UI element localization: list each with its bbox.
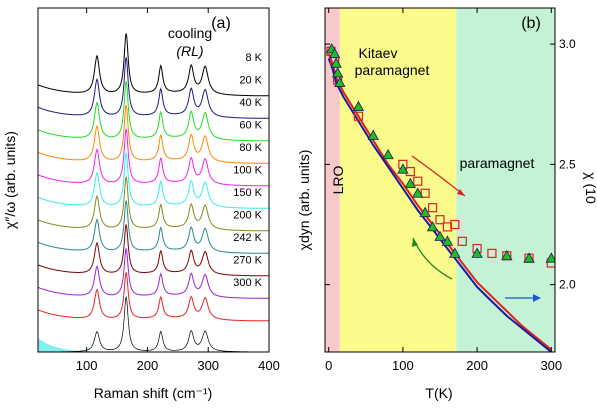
data-point-triangle <box>334 76 346 87</box>
panel-b-ylabel-right: χ (10 <box>583 172 597 204</box>
region-label-lro: LRO <box>330 166 346 195</box>
spectrum-line <box>38 176 269 232</box>
susceptibility-line <box>327 58 552 352</box>
panel-a-ylabel: χ″/ω (arb. units) <box>2 131 18 229</box>
panel-b-ytick-label: 3.0 <box>559 37 576 51</box>
panel-b-ytick-label: 2.5 <box>559 157 576 171</box>
spectrum-line <box>38 152 269 209</box>
data-point-square <box>413 176 423 186</box>
data-point-triangle <box>523 252 535 263</box>
series-label: 200 K <box>233 210 262 222</box>
data-point-triangle <box>441 235 454 246</box>
data-point-square <box>420 188 430 198</box>
panel-a-label: (a) <box>211 15 231 32</box>
spectrum-line <box>38 200 269 254</box>
panel-a-xlabel: Raman shift (cm⁻¹) <box>94 385 213 401</box>
spectrum-line <box>38 104 269 164</box>
annotation-cooling: cooling <box>168 25 212 41</box>
data-point-triangle <box>412 187 424 198</box>
panel-a-xtick-label: 200 <box>137 358 159 373</box>
series-label: 20 K <box>239 75 262 87</box>
data-point-triangle <box>352 100 365 112</box>
panel-b-xtick-label: 200 <box>466 358 488 373</box>
data-point-triangle <box>404 177 417 189</box>
region-label-paramagnet: paramagnet <box>460 155 535 171</box>
spectrum-line <box>38 128 269 187</box>
data-point-square <box>427 203 438 213</box>
region-label-kitaev-2: paramagnet <box>355 62 430 78</box>
panel-b-frame <box>324 7 556 353</box>
series-label: 100 K <box>233 165 262 177</box>
panel-b-arrows <box>411 155 541 302</box>
panel-b-xtick-label: 300 <box>540 358 562 373</box>
panel-b-ylabel-left: χdyn (arb. units) <box>296 150 312 251</box>
series-label: 60 K <box>239 120 262 132</box>
spectrum-line <box>38 224 269 277</box>
data-point-triangle <box>501 249 513 261</box>
series-label: 270 K <box>233 255 262 267</box>
spectrum-line <box>38 248 269 299</box>
data-point-triangle <box>328 47 341 59</box>
series-label: 242 K <box>233 232 262 244</box>
series-label: 40 K <box>239 97 262 109</box>
panel-a-xtick-label: 100 <box>76 358 98 373</box>
data-point-triangle <box>471 247 483 258</box>
data-point-triangle <box>419 206 431 217</box>
panel-b-ytick-label: 2.0 <box>559 278 576 292</box>
panel-a-xtick-label: 300 <box>197 358 219 373</box>
background-fill <box>38 338 99 352</box>
data-point-square <box>450 219 460 230</box>
series-label: 80 K <box>239 142 262 154</box>
data-point-square <box>353 111 363 121</box>
region-label-kitaev-1: Kitaev <box>359 45 398 61</box>
spectrum-line <box>38 272 269 322</box>
panel-b-xtick-label: 0 <box>325 358 332 373</box>
data-point-triangle <box>545 252 555 263</box>
data-point-square <box>435 215 445 225</box>
data-point-triangle <box>330 57 342 68</box>
spectrum-line <box>38 57 269 119</box>
series-label: 8 K <box>245 52 262 64</box>
data-point-triangle <box>367 129 379 140</box>
arrow-blue-head <box>533 294 541 302</box>
data-point-triangle <box>382 148 394 160</box>
panel-b-xlabel: T(K) <box>425 385 452 401</box>
data-point-square <box>457 236 467 246</box>
series-label: 300 K <box>233 277 262 289</box>
panel-a: 8 K 20 K 40 K 60 K 80 K 100 K 150 K 200 K 242 K 2… <box>2 7 280 401</box>
spectrum-line <box>38 81 269 142</box>
fit-curve <box>38 296 269 352</box>
panel-a-xtick-label: 400 <box>258 358 280 373</box>
data-point-triangle <box>426 221 439 232</box>
data-point-triangle <box>397 163 409 174</box>
panel-b-xtick-label: 100 <box>392 358 414 373</box>
annotation-rl: (RL) <box>176 43 203 59</box>
data-point-square <box>487 248 497 258</box>
phase-region <box>325 8 340 352</box>
panel-a-frame <box>37 7 270 353</box>
cooling-arrow-green-head <box>412 238 418 247</box>
data-point-triangle <box>449 247 461 258</box>
phase-region <box>456 8 555 352</box>
panel-b: 0 100 200 300 2.0 2.5 3.0 (b) Kitaev paramagne… <box>296 7 597 401</box>
data-point-triangle <box>434 230 446 241</box>
spectrum-line <box>38 33 269 97</box>
series-label: 150 K <box>233 187 262 199</box>
panel-b-label: (b) <box>521 15 541 32</box>
heating-arrow-red-head <box>457 189 465 196</box>
data-point-triangle <box>331 67 344 78</box>
